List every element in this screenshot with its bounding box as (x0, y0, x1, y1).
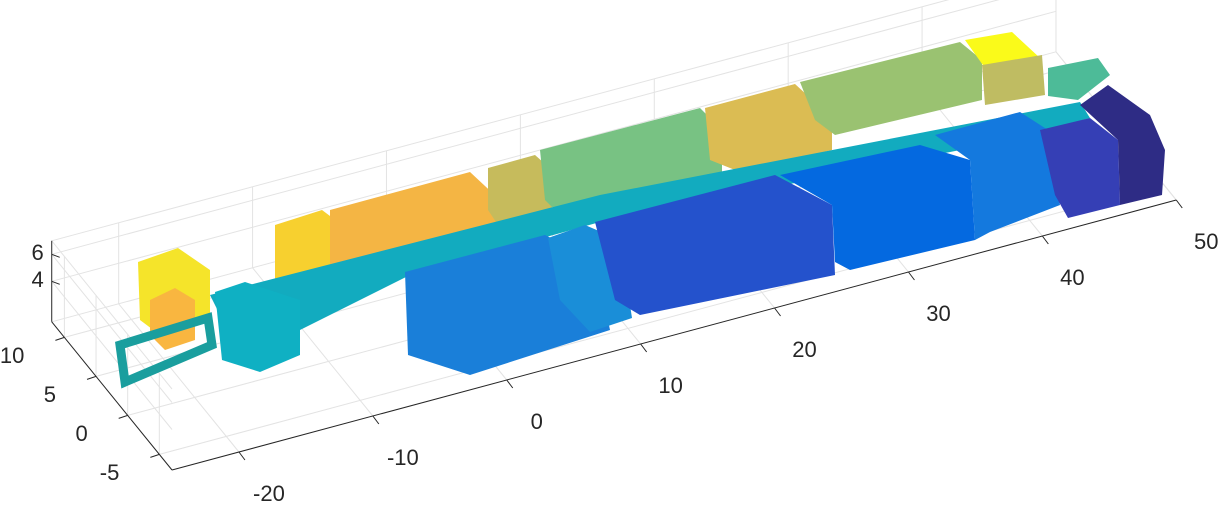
y-tick-label: 0 (75, 421, 87, 446)
y-tick-label: 10 (0, 343, 24, 368)
tick-mark (150, 453, 160, 458)
x-tick-label: 0 (531, 409, 543, 434)
x-tick-label: 30 (926, 301, 950, 326)
segment (1040, 118, 1120, 218)
segment (215, 282, 300, 372)
tick-mark (506, 379, 514, 389)
segment (780, 145, 975, 270)
segment (800, 42, 982, 135)
grid-line (51, 0, 1000, 255)
tick-mark (774, 307, 781, 317)
tick-mark (908, 271, 915, 281)
y-tick-label: -5 (100, 460, 120, 485)
tick-mark (372, 415, 380, 425)
segment (982, 55, 1045, 105)
grid-line (51, 280, 173, 430)
tick-mark (86, 375, 97, 380)
segment (1080, 85, 1165, 205)
segment (115, 312, 217, 389)
grid-line (51, 10, 1057, 282)
x-tick-label: 10 (658, 373, 682, 398)
z-tick-label: 6 (31, 240, 43, 265)
x-tick-label: -10 (387, 445, 419, 470)
x-tick-label: -20 (253, 481, 285, 506)
box-edge (51, 240, 173, 390)
x-tick-label: 50 (1194, 229, 1218, 254)
tick-mark (55, 336, 65, 341)
tick-mark (1175, 199, 1183, 209)
segment (488, 155, 552, 228)
grid-line (51, 253, 173, 403)
box-edge (51, 0, 950, 242)
z-tick-label: 4 (31, 267, 43, 292)
point-cloud (115, 32, 1165, 389)
segment (935, 112, 1060, 240)
y-axis (51, 321, 173, 471)
y-tick-label: 5 (44, 382, 56, 407)
x-axis (171, 199, 1177, 471)
segment (150, 288, 195, 350)
tick-mark (1041, 235, 1049, 245)
segment (1048, 58, 1110, 100)
x-tick-label: 20 (792, 337, 816, 362)
tick-mark (640, 343, 648, 353)
tick-mark (118, 414, 128, 419)
tick-mark (51, 280, 60, 285)
tick-mark (238, 451, 246, 461)
grid-line (118, 303, 240, 453)
x-tick-label: 40 (1060, 265, 1084, 290)
segment (595, 175, 835, 315)
segment (705, 84, 832, 172)
segment (540, 108, 722, 215)
tick-mark (51, 253, 60, 258)
